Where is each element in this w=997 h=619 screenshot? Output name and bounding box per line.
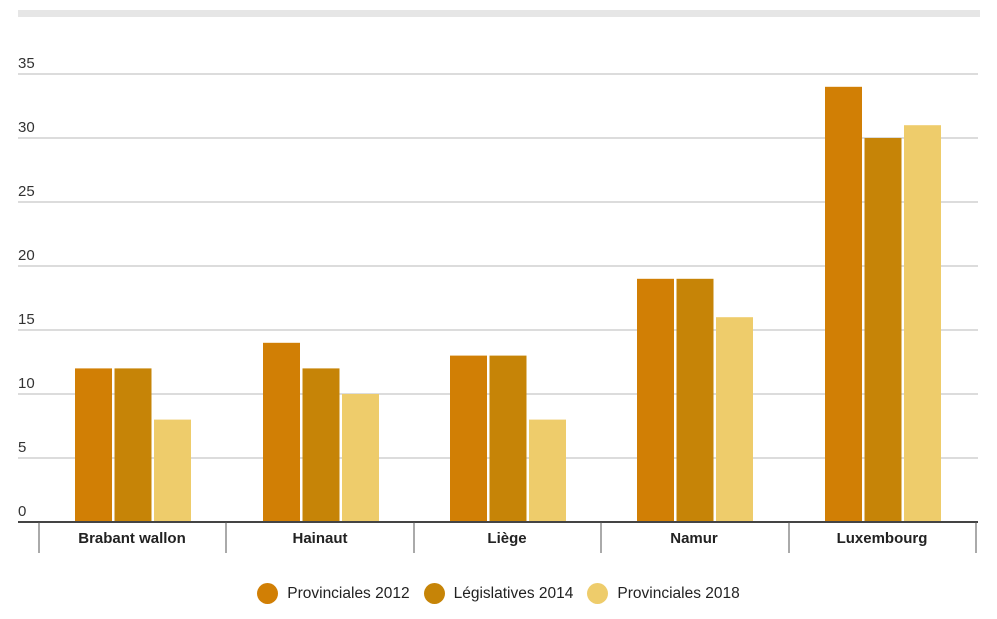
bar: [263, 342, 300, 522]
x-category-label: Brabant wallon: [78, 530, 186, 547]
legend: Provinciales 2012 Législatives 2014 Provin…: [0, 583, 997, 604]
legend-swatch-icon: [587, 583, 609, 604]
legend-item[interactable]: Provinciales 2018: [587, 583, 740, 604]
x-category-label: Namur: [670, 530, 718, 547]
y-tick-label: 15: [18, 311, 35, 328]
legend-swatch-icon: [423, 583, 445, 604]
x-axis: Brabant wallon Hainaut Liège Namur Luxembour…: [18, 521, 978, 553]
y-tick-label: 25: [18, 183, 35, 200]
bar: [489, 355, 527, 522]
legend-label: Législatives 2014: [453, 584, 574, 602]
bar: [154, 419, 191, 522]
legend-item[interactable]: Provinciales 2012: [257, 583, 410, 604]
bar: [716, 317, 753, 522]
y-tick-label: 5: [18, 439, 26, 456]
bar: [114, 368, 152, 522]
bar: [302, 368, 340, 522]
legend-label: Provinciales 2018: [617, 584, 740, 602]
legend-label: Provinciales 2012: [287, 584, 410, 602]
x-category-label: Liège: [487, 530, 526, 547]
top-divider-bar: [18, 10, 980, 17]
bar: [637, 278, 674, 522]
bar: [529, 419, 566, 522]
legend-swatch-icon: [257, 583, 279, 604]
legend-item[interactable]: Législatives 2014: [423, 583, 574, 604]
y-tick-label: 30: [18, 119, 35, 136]
bar: [864, 138, 902, 522]
bar: [904, 125, 941, 522]
gridlines: 0 5 10 15 20 25 30 35: [18, 55, 978, 520]
bar: [342, 394, 379, 522]
x-category-label: Luxembourg: [837, 530, 928, 547]
bar: [450, 355, 487, 522]
bar: [676, 278, 714, 522]
bar: [75, 368, 112, 522]
y-tick-label: 10: [18, 375, 35, 392]
y-tick-label: 0: [18, 503, 26, 520]
x-category-label: Hainaut: [292, 530, 347, 547]
bar: [825, 86, 862, 523]
y-tick-label: 20: [18, 247, 35, 264]
bars: [75, 86, 941, 523]
y-tick-label: 35: [18, 55, 35, 72]
